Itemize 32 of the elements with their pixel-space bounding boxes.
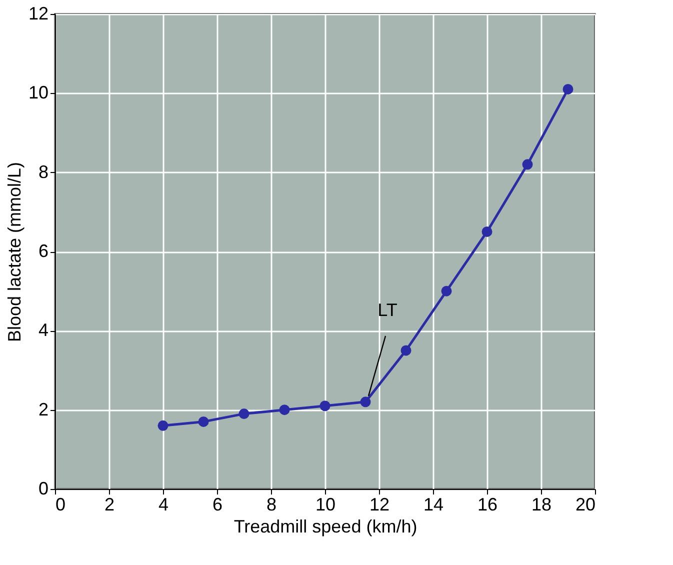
y-tick-label: 12 [28, 4, 48, 24]
annotation: LT [378, 300, 398, 320]
y-tick-label: 2 [38, 399, 48, 420]
point [360, 396, 371, 408]
point [482, 226, 492, 237]
x-tick-label: 6 [212, 494, 223, 514]
x-tick-label: 2 [104, 494, 115, 514]
x-tick-label: 16 [477, 494, 498, 514]
x-tick-label: 20 [575, 494, 596, 514]
y-tick-label: 6 [38, 241, 48, 261]
x-tick-label: 10 [315, 494, 336, 514]
point [158, 420, 168, 431]
x-tick-label: 0 [56, 494, 66, 514]
point [522, 159, 533, 170]
x-tick-label: 4 [158, 494, 169, 514]
point [441, 286, 452, 296]
x-tick-label: 18 [531, 494, 552, 514]
y-tick-label: 10 [28, 82, 48, 103]
point [198, 416, 209, 427]
point [400, 345, 412, 356]
point [320, 400, 330, 412]
point [279, 404, 290, 416]
point [562, 84, 574, 94]
x-axis-title: Treadmill speed (km/h) [234, 516, 418, 536]
y-tick-label: 8 [38, 162, 48, 182]
x-tick-label: 8 [266, 494, 277, 514]
y-tick-label: 0 [38, 478, 48, 498]
point [238, 408, 250, 420]
x-tick-label: 14 [423, 494, 444, 514]
y-tick-label: 4 [38, 320, 48, 340]
x-tick-label: 12 [369, 494, 390, 514]
y-axis-title: Blood lactate (mmol/L) [4, 162, 24, 342]
